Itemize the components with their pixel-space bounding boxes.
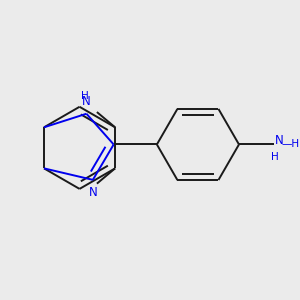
Text: —H: —H	[281, 139, 299, 149]
Text: H: H	[271, 152, 278, 162]
Text: N: N	[82, 95, 91, 108]
Text: N: N	[274, 134, 284, 147]
Text: H: H	[82, 91, 89, 101]
Text: N: N	[88, 186, 97, 199]
